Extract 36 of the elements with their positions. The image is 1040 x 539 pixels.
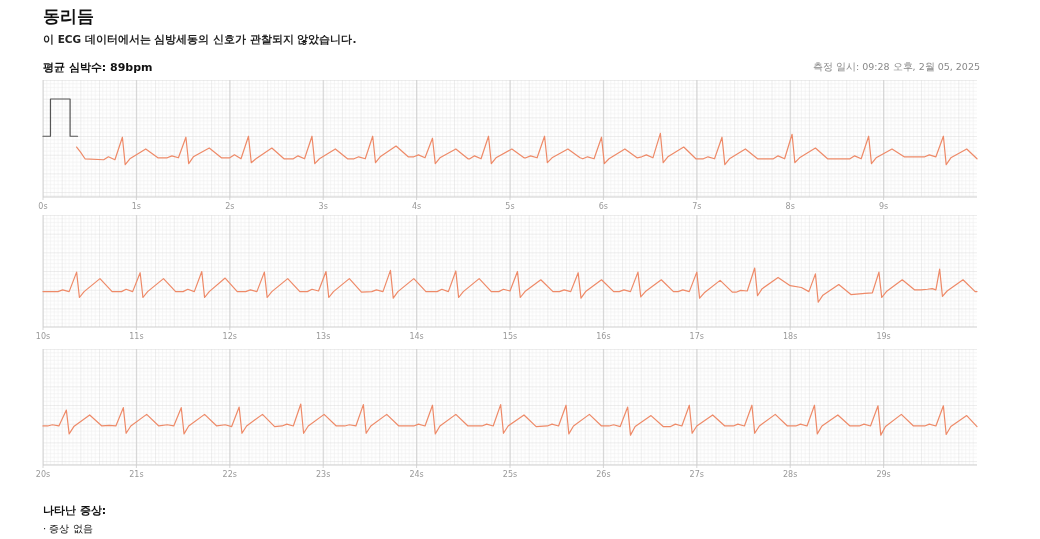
x-tick-label: 15s <box>502 332 518 341</box>
x-tick-label: 9s <box>878 202 889 211</box>
x-tick-label: 25s <box>502 470 518 479</box>
x-tick-label: 29s <box>876 470 891 479</box>
x-tick-label: 10s <box>35 332 51 341</box>
x-tick-label: 26s <box>596 470 611 479</box>
x-tick-label: 27s <box>689 470 704 479</box>
x-tick-label: 6s <box>598 202 609 211</box>
x-tick-label: 17s <box>689 332 704 341</box>
text: · 증상 없음 <box>43 523 93 534</box>
x-tick-label: 1s <box>131 202 142 211</box>
x-tick-label: 8s <box>785 202 795 211</box>
x-tick-label: 16s <box>596 332 611 341</box>
x-tick-label: 20s <box>35 470 51 479</box>
x-tick-label: 22s <box>222 470 237 479</box>
x-tick-label: 19s <box>876 332 891 341</box>
x-tick-label: 5s <box>505 202 515 211</box>
chart-title: 동리듬 <box>43 6 94 26</box>
text: 평균 심박수: 89bpm <box>43 61 153 74</box>
x-tick-label: 18s <box>783 332 798 341</box>
text: 나타난 증상: <box>43 504 107 517</box>
x-tick-label: 3s <box>318 202 328 211</box>
x-tick-label: 2s <box>225 202 235 211</box>
x-tick-label: 11s <box>129 332 144 341</box>
x-tick-label: 23s <box>316 470 331 479</box>
chart-subtitle: 이 ECG 데이터에서는 심방세동의 신호가 관찰되지 않았습니다. <box>43 33 357 46</box>
text: 측정 일시: 09:28 오후, 2월 05, 2025 <box>812 61 980 72</box>
x-tick-label: 7s <box>692 202 702 211</box>
x-tick-label: 0s <box>38 202 48 211</box>
x-tick-label: 21s <box>129 470 144 479</box>
x-tick-label: 13s <box>316 332 331 341</box>
x-tick-label: 4s <box>411 202 422 211</box>
x-tick-label: 28s <box>783 470 798 479</box>
x-tick-label: 14s <box>409 332 424 341</box>
x-tick-label: 12s <box>222 332 237 341</box>
x-tick-label: 24s <box>409 470 424 479</box>
